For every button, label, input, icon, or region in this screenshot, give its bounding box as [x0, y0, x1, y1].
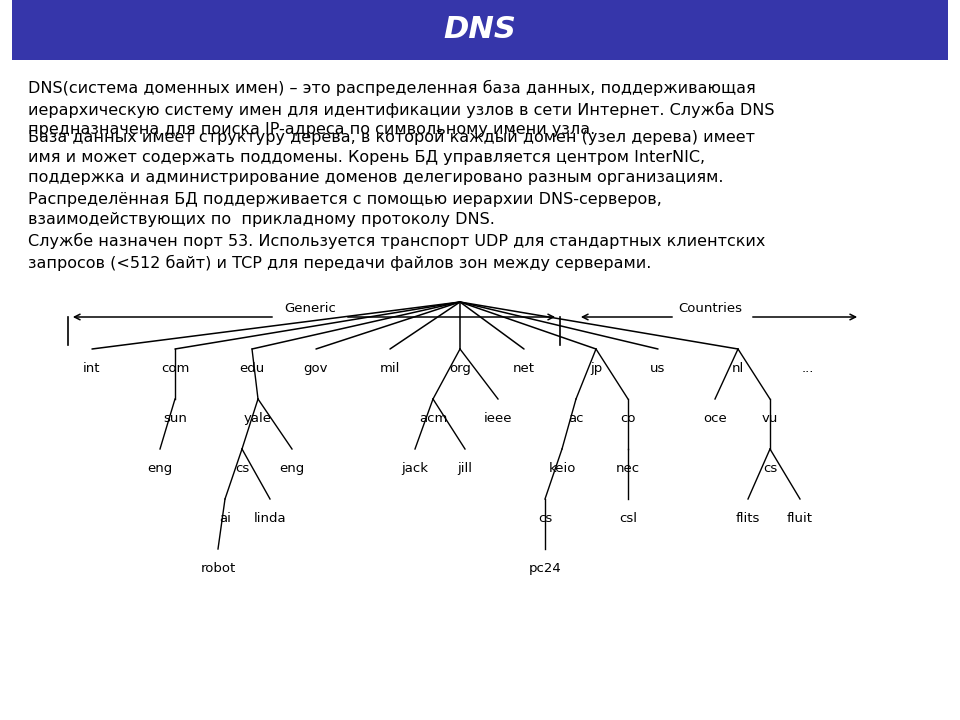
- Text: net: net: [513, 362, 535, 375]
- Text: jp: jp: [589, 362, 602, 375]
- Text: keio: keio: [548, 462, 576, 475]
- Text: eng: eng: [279, 462, 304, 475]
- Text: cs: cs: [235, 462, 250, 475]
- Text: gov: gov: [303, 362, 328, 375]
- Text: int: int: [84, 362, 101, 375]
- Text: us: us: [650, 362, 665, 375]
- Text: fluit: fluit: [787, 512, 813, 525]
- Text: org: org: [449, 362, 471, 375]
- Text: ai: ai: [219, 512, 231, 525]
- Text: oce: oce: [703, 412, 727, 425]
- Text: ac: ac: [568, 412, 584, 425]
- Text: DNS: DNS: [444, 16, 516, 45]
- Text: Generic: Generic: [284, 302, 336, 315]
- Text: csl: csl: [619, 512, 637, 525]
- Text: flits: flits: [735, 512, 760, 525]
- Text: Распределённая БД поддерживается с помощью иерархии DNS-серверов,
взаимодействую: Распределённая БД поддерживается с помощ…: [28, 192, 661, 227]
- Text: ieee: ieee: [484, 412, 513, 425]
- Text: nec: nec: [616, 462, 640, 475]
- Text: pc24: pc24: [529, 562, 562, 575]
- Text: robot: robot: [201, 562, 235, 575]
- Text: ...: ...: [802, 362, 814, 375]
- Text: Службе назначен порт 53. Используется транспорт UDP для стандартных клиентских
з: Службе назначен порт 53. Используется тр…: [28, 233, 765, 271]
- Text: com: com: [161, 362, 189, 375]
- Text: yale: yale: [244, 412, 272, 425]
- Text: cs: cs: [763, 462, 778, 475]
- Text: acm: acm: [419, 412, 447, 425]
- Text: jill: jill: [458, 462, 472, 475]
- Text: cs: cs: [538, 512, 552, 525]
- Text: mil: mil: [380, 362, 400, 375]
- Text: co: co: [620, 412, 636, 425]
- Bar: [12, 0, 948, 60]
- Text: DNS(система доменных имен) – это распределенная база данных, поддерживающая
иера: DNS(система доменных имен) – это распред…: [28, 80, 775, 138]
- Text: edu: edu: [239, 362, 265, 375]
- Text: vu: vu: [762, 412, 779, 425]
- Text: jack: jack: [401, 462, 428, 475]
- Text: nl: nl: [732, 362, 744, 375]
- Text: sun: sun: [163, 412, 187, 425]
- Text: База данных имеет структуру дерева, в которой каждый домен (узел дерева) имеет
и: База данных имеет структуру дерева, в ко…: [28, 130, 755, 184]
- Text: linda: linda: [253, 512, 286, 525]
- Text: Countries: Countries: [678, 302, 742, 315]
- Text: eng: eng: [148, 462, 173, 475]
